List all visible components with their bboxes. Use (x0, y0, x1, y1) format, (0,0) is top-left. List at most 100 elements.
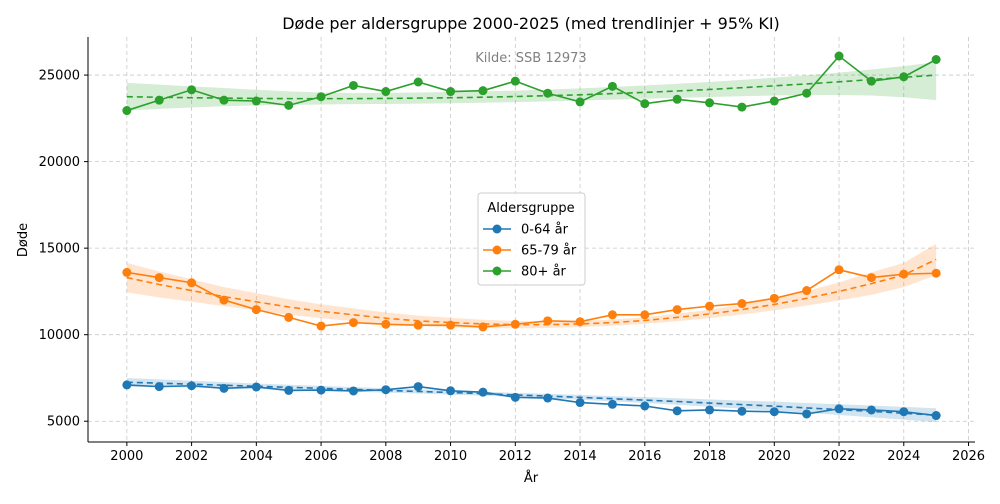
data-point-series-3 (348, 80, 358, 90)
x-tick-label: 2008 (369, 449, 402, 464)
data-point-series-3 (316, 92, 326, 102)
legend-title: Aldersgruppe (487, 201, 574, 216)
x-tick-label: 2010 (434, 449, 467, 464)
data-point-series-1 (122, 380, 132, 390)
data-point-series-2 (672, 305, 682, 315)
axes: 2000 2002 2004 2006 2008 2010 2012 2014 2016 2018… (39, 37, 985, 464)
data-point-series-1 (316, 385, 326, 395)
legend: Aldersgruppe 0-64 år 65-79 år 80+ år (477, 192, 586, 286)
y-tick-label: 25000 (39, 69, 80, 84)
data-point-series-1 (834, 404, 844, 414)
data-point-series-1 (251, 382, 261, 392)
x-axis-label: År (524, 470, 539, 486)
data-point-series-1 (543, 393, 553, 403)
data-point-series-1 (672, 406, 682, 416)
data-point-series-2 (413, 320, 423, 330)
data-point-series-3 (737, 102, 747, 112)
data-point-series-2 (510, 319, 520, 329)
data-point-series-3 (122, 106, 132, 116)
data-point-series-1 (899, 407, 909, 417)
y-tick-label: 5000 (47, 415, 80, 430)
chart-title: Døde per aldersgruppe 2000-2025 (med tre… (282, 14, 780, 33)
data-point-series-1 (446, 386, 456, 396)
data-point-series-1 (640, 401, 650, 411)
data-point-series-1 (607, 399, 617, 409)
ci-band-series-2 (126, 243, 937, 329)
data-point-series-1 (510, 392, 520, 402)
data-point-series-3 (251, 96, 261, 106)
legend-items: 0-64 år 65-79 år 80+ år (483, 223, 577, 280)
data-point-series-2 (899, 269, 909, 279)
data-point-series-3 (834, 51, 844, 61)
data-point-series-3 (802, 88, 812, 98)
data-point-series-3 (381, 87, 391, 97)
data-point-series-1 (737, 406, 747, 416)
data-point-series-2 (478, 322, 488, 332)
data-point-series-3 (446, 87, 456, 97)
data-point-series-2 (769, 293, 779, 303)
legend-frame (477, 192, 586, 286)
data-point-series-2 (381, 319, 391, 329)
data-point-series-3 (575, 97, 585, 107)
data-point-series-2 (543, 316, 553, 326)
data-point-series-3 (931, 55, 941, 64)
x-tick-label: 2004 (240, 449, 273, 464)
data-point-series-2 (446, 320, 456, 330)
data-point-series-3 (219, 95, 229, 105)
trend-line-series-1 (126, 381, 937, 416)
data-point-series-1 (413, 382, 423, 392)
data-point-series-2 (607, 310, 617, 320)
data-point-series-3 (543, 88, 553, 98)
data-point-series-2 (737, 299, 747, 309)
data-point-series-2 (251, 305, 261, 315)
trend-line-series-3 (126, 74, 937, 100)
data-point-series-1 (705, 405, 715, 415)
data-point-series-3 (899, 72, 909, 82)
data-point-series-2 (834, 265, 844, 275)
data-point-series-3 (413, 77, 423, 87)
data-point-series-1 (187, 381, 197, 391)
x-tick-label: 2024 (887, 449, 920, 464)
data-point-series-2 (154, 273, 164, 283)
data-point-series-1 (802, 409, 812, 419)
data-point-series-2 (575, 317, 585, 327)
data-point-series-3 (154, 95, 164, 105)
data-point-series-1 (219, 383, 229, 393)
data-point-series-1 (284, 385, 294, 395)
series-line-2 (126, 268, 937, 328)
data-point-series-1 (381, 385, 391, 395)
data-point-series-1 (478, 387, 488, 397)
data-point-series-3 (672, 94, 682, 104)
data-point-series-2 (931, 268, 941, 278)
data-point-series-2 (316, 321, 326, 331)
data-point-series-2 (640, 310, 650, 320)
y-tick-label: 15000 (39, 242, 80, 257)
source-annotation: Kilde: SSB 12973 (475, 51, 586, 66)
y-axis-label: Døde (16, 223, 31, 257)
x-tick-label: 2018 (693, 449, 726, 464)
data-point-series-3 (187, 85, 197, 95)
legend-swatch-marker-1 (492, 224, 502, 234)
x-tick-label: 2000 (110, 449, 143, 464)
data-point-series-3 (284, 100, 294, 110)
data-point-series-3 (478, 86, 488, 96)
data-point-series-3 (705, 98, 715, 108)
data-point-series-2 (187, 278, 197, 288)
data-point-series-2 (802, 286, 812, 296)
data-point-series-1 (866, 405, 876, 415)
x-tick-label: 2026 (952, 449, 985, 464)
trend-lines (126, 74, 937, 416)
data-point-series-3 (769, 96, 779, 106)
legend-swatch-marker-2 (492, 245, 502, 255)
data-point-series-1 (154, 382, 164, 392)
data-point-series-2 (122, 267, 132, 277)
legend-label-1: 0-64 år (521, 223, 569, 238)
data-point-series-2 (219, 295, 229, 305)
legend-label-2: 65-79 år (521, 244, 577, 259)
data-point-series-2 (284, 312, 294, 322)
data-point-series-3 (640, 99, 650, 109)
data-point-series-2 (705, 301, 715, 311)
data-point-series-1 (575, 398, 585, 408)
ci-band-series-1 (126, 377, 937, 423)
